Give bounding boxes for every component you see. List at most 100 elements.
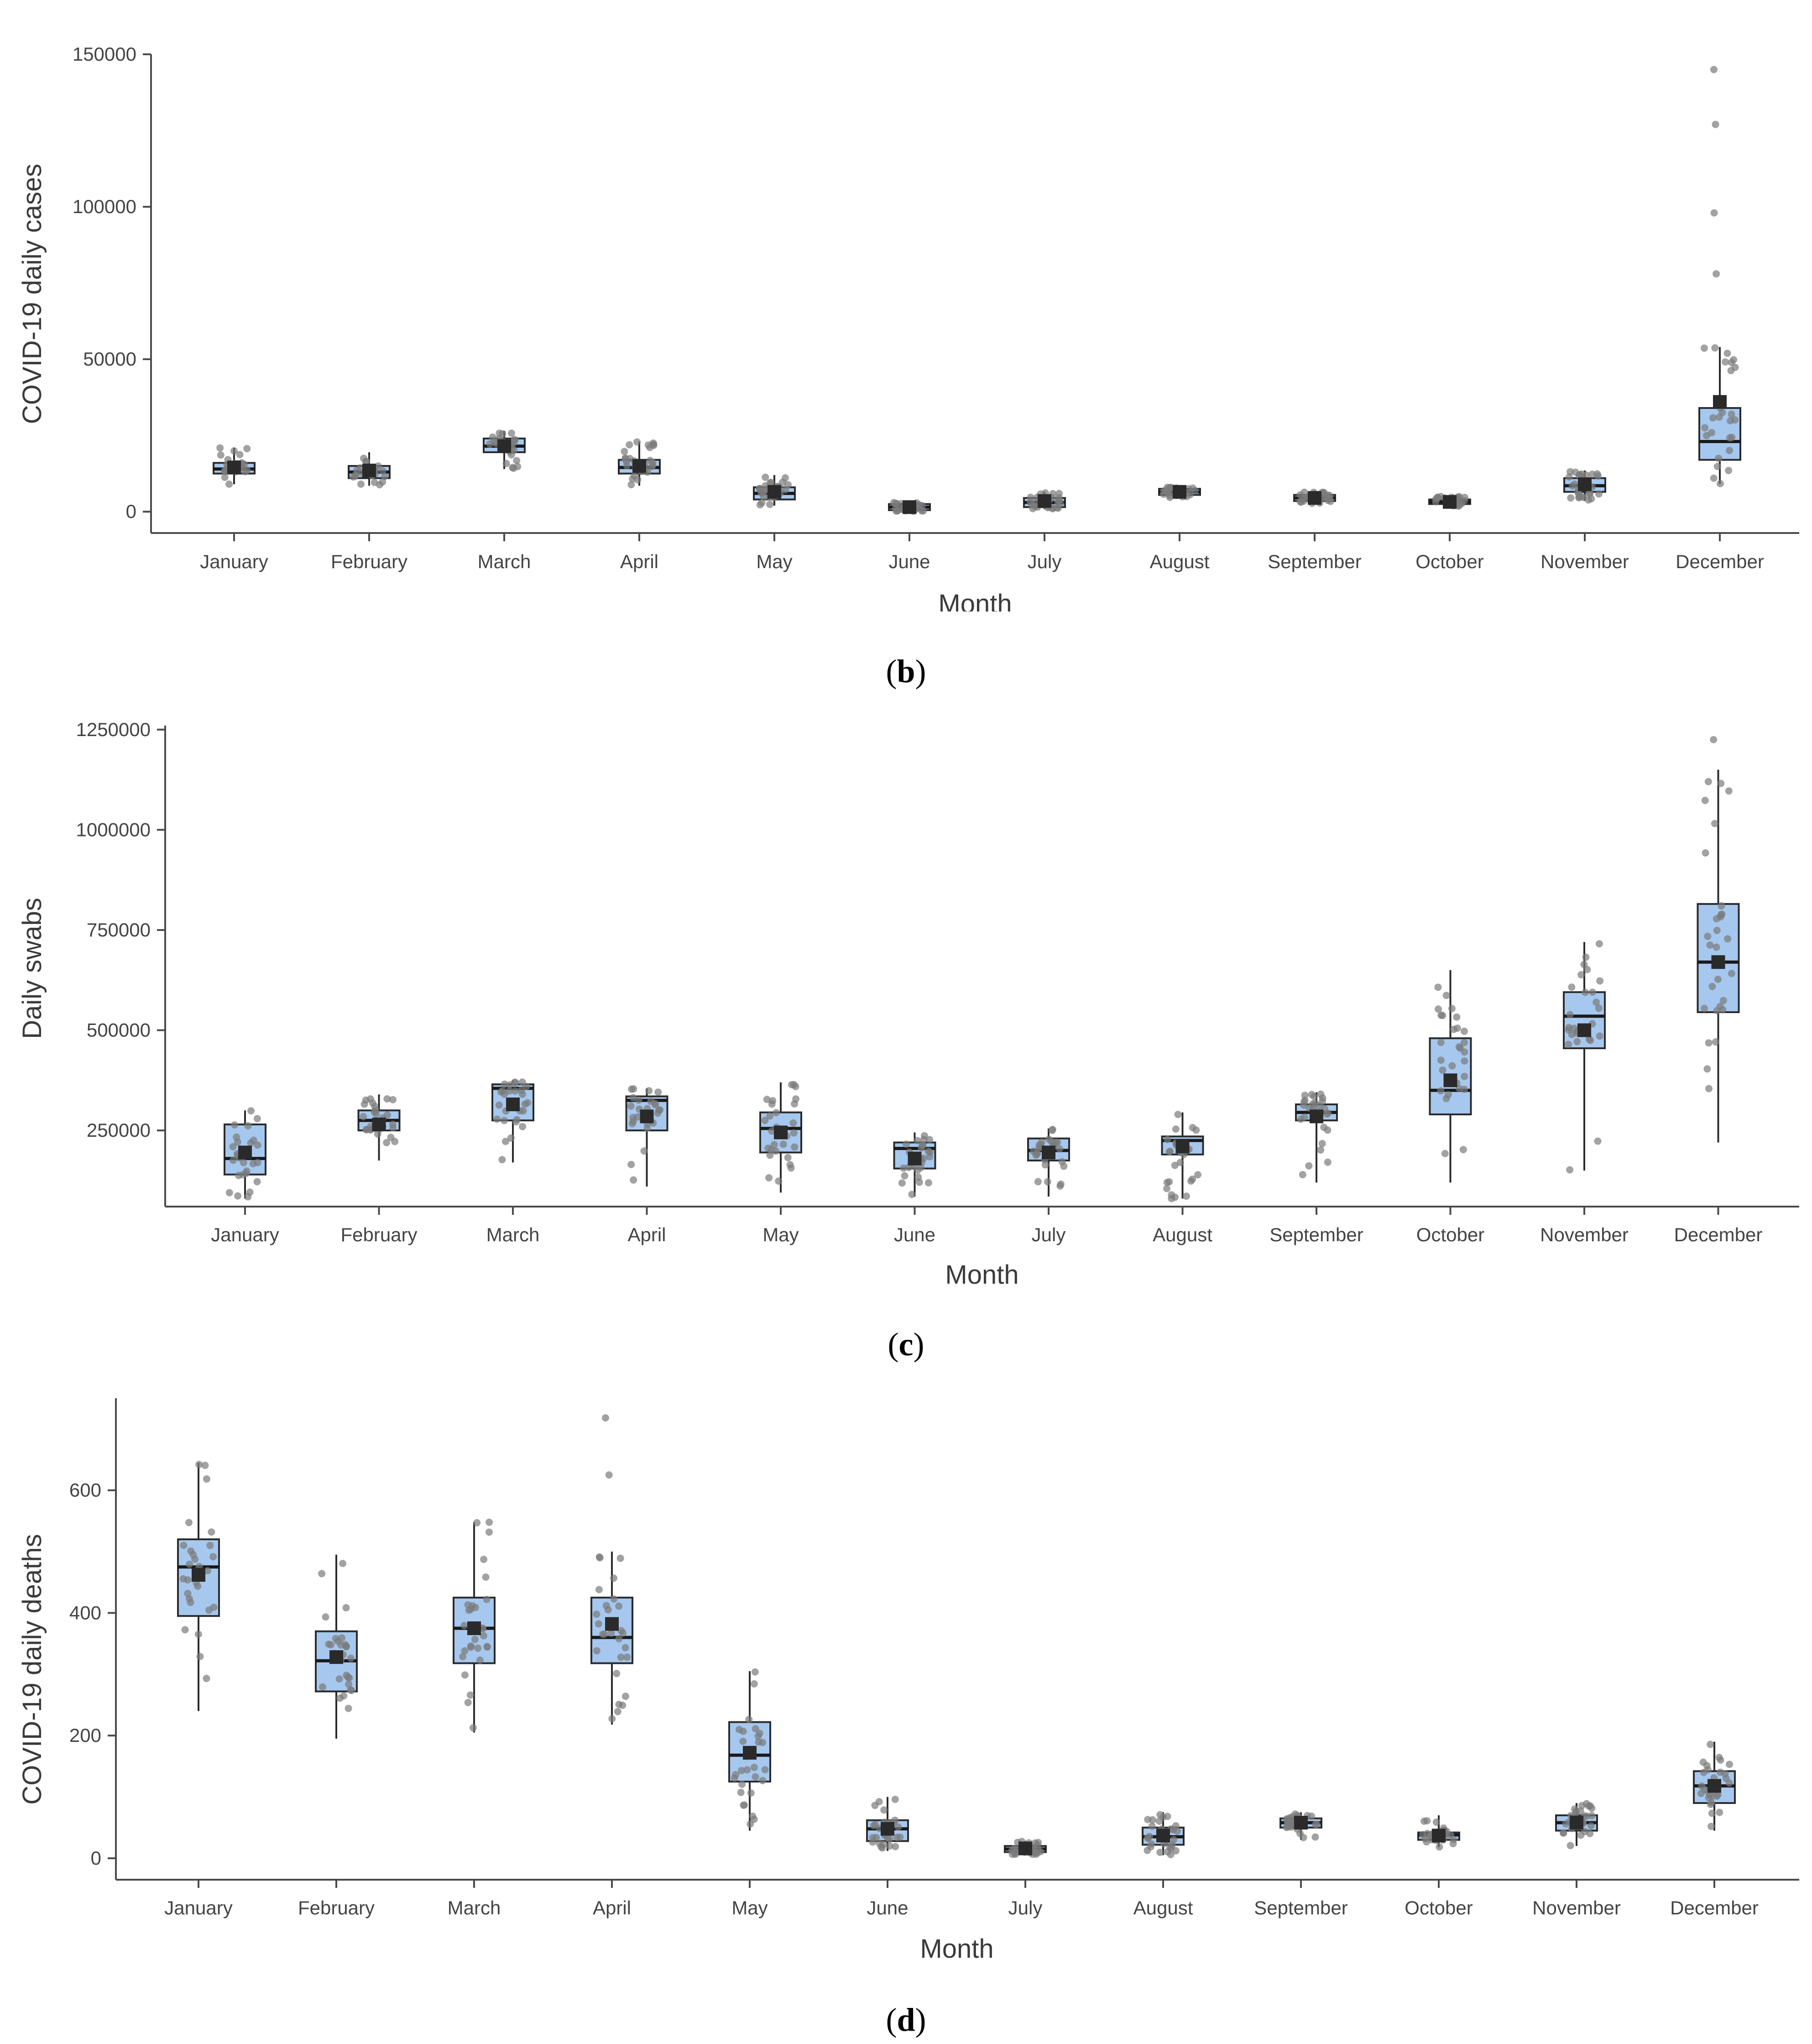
panel-d-box-november [1555,1800,1598,1850]
data-point [918,502,926,510]
data-point [745,1715,753,1723]
data-point [1453,1013,1461,1021]
data-point [1566,1166,1574,1174]
data-point [751,1668,759,1676]
data-point [357,480,365,488]
panel-b-box-march [483,429,526,472]
panel-c-y-tick-label: 1250000 [76,719,151,740]
panel-d-y-tick-label: 200 [69,1725,101,1746]
data-point [1582,471,1590,479]
data-point [1725,1779,1733,1787]
data-point [1311,1833,1319,1841]
data-point [483,1595,491,1603]
panel-c-y-tick-label: 250000 [87,1119,151,1141]
data-point [1714,975,1722,983]
data-point [338,1634,346,1642]
data-point [381,472,389,480]
data-point [752,1725,759,1733]
data-point [1032,1851,1040,1858]
panel-c-box-december [1697,736,1740,1143]
data-point [1436,1843,1443,1851]
panel-d-box-december [1693,1741,1736,1831]
data-point [1172,1125,1180,1133]
data-point [322,1613,329,1621]
panel-b-box-september [1293,488,1336,507]
mean-marker [192,1568,205,1582]
data-point [1706,941,1714,949]
mean-marker [774,1125,788,1140]
data-point [186,1560,193,1568]
data-point [1434,1005,1442,1013]
data-point [1703,1065,1711,1073]
panel-d-box-september [1279,1810,1322,1841]
data-point [1701,1004,1708,1012]
data-point [1721,358,1729,366]
data-point [195,1461,203,1469]
panel-b-box-november [1563,468,1606,504]
data-point [1149,1816,1156,1824]
panel-b-axes [150,54,1799,534]
panel-b-x-tick-label-december: December [1676,551,1764,572]
data-point [1297,1115,1305,1123]
data-point [1705,1039,1713,1047]
data-point [1711,820,1718,827]
data-point [518,1078,526,1086]
data-point [1056,1145,1064,1153]
data-point [1576,471,1583,479]
data-point [243,466,251,474]
data-point [791,1143,799,1151]
data-point [460,1621,468,1629]
data-point [1029,1147,1037,1155]
data-point [1565,473,1573,481]
data-point [884,1834,892,1842]
data-point [1575,494,1583,502]
data-point [507,429,515,437]
data-point [1711,344,1719,352]
data-point [342,1604,350,1612]
data-point [348,1687,355,1694]
data-point [353,466,361,474]
panel-d-caption-letter: d [897,2002,915,2038]
data-point [924,1179,932,1187]
data-point [1031,502,1039,510]
data-point [1055,490,1063,497]
data-point [501,1117,508,1124]
data-point [217,451,225,459]
data-point [247,1107,255,1115]
data-point [1705,1085,1713,1093]
data-point [350,473,357,481]
mean-marker [1708,1779,1721,1793]
data-point [1588,1812,1596,1819]
mean-marker [768,485,781,499]
mean-marker [506,1098,520,1112]
data-point [341,1641,349,1648]
data-point [506,1081,514,1089]
data-point [763,1096,771,1103]
data-point [493,1115,501,1123]
data-point [601,1630,608,1638]
data-point [894,1823,902,1831]
data-point [1461,1048,1468,1056]
data-point [1701,344,1708,352]
data-point [511,436,519,444]
mean-marker [1038,494,1051,508]
data-point [761,1117,769,1124]
data-point [759,489,767,497]
data-point [617,1627,625,1635]
data-point [1461,1057,1468,1065]
data-point [886,1842,893,1850]
data-point [1060,1162,1068,1170]
data-point [646,457,654,465]
panel-b-cases-chart: 0 50000 100000 150000 January February March A… [17,43,1799,612]
panel-d-x-tick-label-february: February [298,1897,375,1919]
data-point [790,1129,798,1137]
data-point [1461,497,1468,505]
data-point [1595,1004,1603,1012]
data-point [750,1815,758,1823]
data-point [1434,493,1441,501]
mean-marker [1018,1841,1032,1856]
mean-marker [329,1650,343,1664]
data-point [1586,490,1594,497]
